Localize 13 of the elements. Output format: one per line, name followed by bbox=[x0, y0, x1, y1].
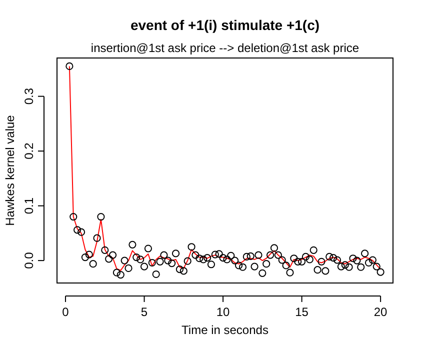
chart-title: event of +1(i) stimulate +1(c) bbox=[130, 17, 320, 33]
x-tick-label: 20 bbox=[374, 305, 388, 319]
y-axis-title: Hawkes kernel value bbox=[3, 114, 17, 226]
y-tick-label: 0.3 bbox=[22, 88, 36, 105]
x-axis-title: Time in seconds bbox=[182, 323, 268, 337]
y-tick-label: 0.1 bbox=[22, 197, 36, 214]
y-tick-label: 0.2 bbox=[22, 142, 36, 160]
x-tick-label: 10 bbox=[216, 305, 230, 319]
chart-subtitle: insertion@1st ask price --> deletion@1st ask price bbox=[90, 41, 360, 55]
x-tick-label: 15 bbox=[295, 305, 309, 319]
x-tick-label: 5 bbox=[140, 305, 148, 319]
y-tick-label: 0.0 bbox=[22, 252, 36, 269]
x-tick-label: 0 bbox=[62, 305, 70, 319]
